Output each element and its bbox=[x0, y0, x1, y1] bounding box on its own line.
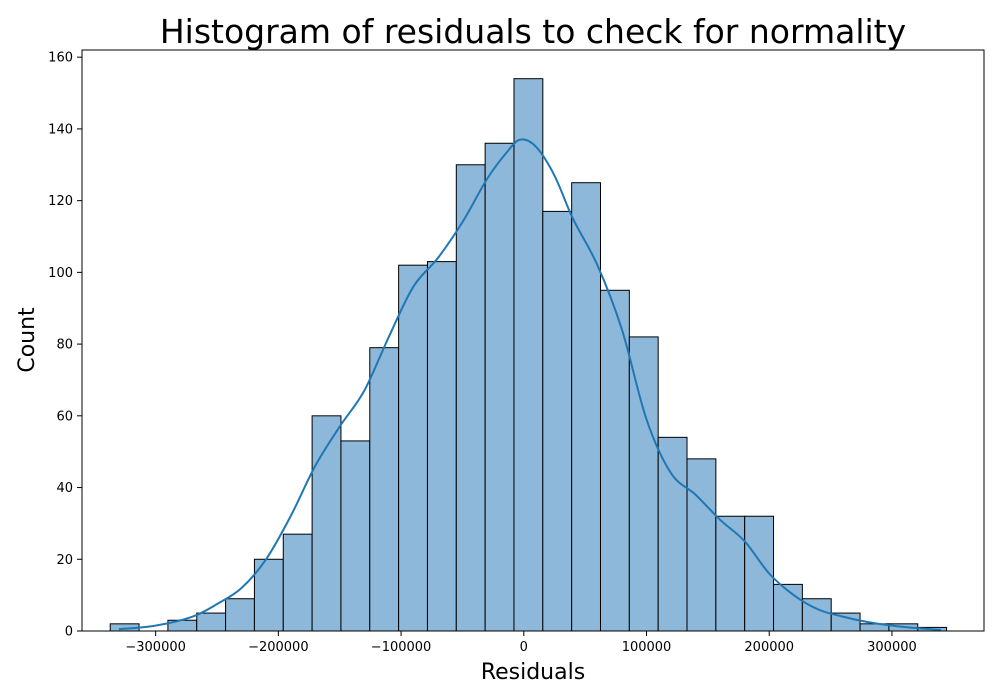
x-axis-ticks: −300000 −200000 −100000 0 100000 200000 300000 bbox=[125, 631, 917, 655]
y-tick-label: 0 bbox=[65, 625, 73, 640]
x-axis-label: Residuals bbox=[481, 660, 585, 685]
y-axis-ticks: 0 20 40 60 80 100 120 140 160 bbox=[48, 51, 82, 640]
histogram-bar bbox=[253, 558, 284, 632]
histogram-bar bbox=[455, 164, 486, 632]
x-tick-label: 0 bbox=[520, 640, 528, 655]
y-tick-label: 20 bbox=[56, 553, 73, 568]
histogram-bar bbox=[715, 515, 746, 632]
y-axis-label: Count bbox=[15, 307, 40, 373]
histogram-bar bbox=[657, 436, 688, 632]
histogram-bar bbox=[340, 440, 371, 632]
histogram-bar bbox=[571, 182, 601, 632]
histogram-bar bbox=[599, 289, 630, 632]
histogram-bar bbox=[513, 78, 544, 632]
histogram-bar bbox=[196, 612, 227, 632]
x-tick-label: −200000 bbox=[248, 640, 309, 655]
histogram-bar bbox=[426, 261, 457, 632]
x-tick-label: 200000 bbox=[744, 640, 794, 655]
histogram-bar bbox=[484, 142, 515, 632]
kde-curve bbox=[118, 138, 942, 631]
histogram-bar bbox=[369, 347, 400, 632]
x-tick-label: 300000 bbox=[867, 640, 917, 655]
bars-group bbox=[109, 78, 948, 632]
histogram-bar bbox=[628, 336, 659, 632]
histogram-bar bbox=[542, 210, 573, 632]
y-tick-label: 100 bbox=[48, 266, 73, 281]
plot-frame bbox=[81, 49, 985, 632]
y-tick-label: 80 bbox=[56, 338, 73, 353]
y-tick-label: 140 bbox=[48, 122, 73, 137]
histogram-bar bbox=[225, 598, 255, 632]
x-tick-label: −100000 bbox=[371, 640, 432, 655]
y-tick-label: 60 bbox=[56, 409, 73, 424]
y-tick-label: 120 bbox=[48, 194, 73, 209]
x-tick-label: 100000 bbox=[622, 640, 672, 655]
y-tick-label: 160 bbox=[48, 51, 73, 66]
histogram-bar bbox=[282, 533, 313, 632]
histogram-bar bbox=[686, 458, 717, 632]
y-tick-label: 40 bbox=[56, 481, 73, 496]
chart-title: Histogram of residuals to check for norm… bbox=[160, 12, 906, 51]
x-tick-label: −300000 bbox=[125, 640, 186, 655]
histogram-bar bbox=[398, 264, 428, 632]
